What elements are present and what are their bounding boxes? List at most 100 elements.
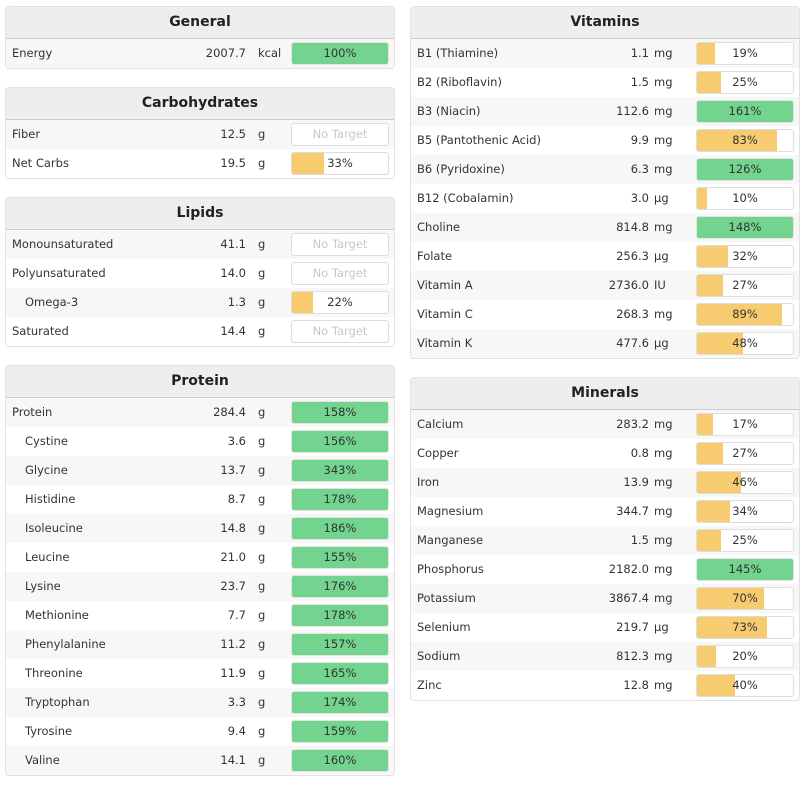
- nutrient-row[interactable]: Net Carbs 19.5 g 33%: [6, 149, 394, 178]
- nutrient-row[interactable]: Leucine 21.0 g 155%: [6, 543, 394, 572]
- progress-fill: [292, 518, 388, 539]
- nutrient-row[interactable]: Zinc 12.8 mg 40%: [411, 671, 799, 700]
- progress-fill: [697, 646, 717, 667]
- nutrient-amount: 41.1: [220, 237, 246, 251]
- nutrient-amount: 12.5: [220, 127, 246, 141]
- nutrient-name: Choline: [417, 220, 461, 234]
- panel-title: Lipids: [6, 198, 394, 230]
- nutrient-row[interactable]: Manganese 1.5 mg 25%: [411, 526, 799, 555]
- nutrient-row[interactable]: Monounsaturated 41.1 g No Target: [6, 230, 394, 259]
- nutrient-row[interactable]: B3 (Niacin) 112.6 mg 161%: [411, 97, 799, 126]
- progress-fill: [292, 547, 388, 568]
- nutrient-row[interactable]: Selenium 219.7 µg 73%: [411, 613, 799, 642]
- progress-percent: 83%: [732, 133, 758, 147]
- progress-fill: [697, 101, 793, 122]
- nutrient-row[interactable]: B6 (Pyridoxine) 6.3 mg 126%: [411, 155, 799, 184]
- nutrient-row[interactable]: Potassium 3867.4 mg 70%: [411, 584, 799, 613]
- nutrient-row[interactable]: Isoleucine 14.8 g 186%: [6, 514, 394, 543]
- nutrient-unit: mg: [654, 162, 673, 176]
- nutrient-row[interactable]: Copper 0.8 mg 27%: [411, 439, 799, 468]
- progress-fill: [697, 43, 716, 64]
- target-progress-bar: 100%: [291, 42, 389, 65]
- nutrient-row[interactable]: Sodium 812.3 mg 20%: [411, 642, 799, 671]
- progress-fill: [292, 721, 388, 742]
- progress-fill: [697, 159, 793, 180]
- progress-percent: 157%: [323, 637, 357, 651]
- nutrient-row[interactable]: Folate 256.3 µg 32%: [411, 242, 799, 271]
- nutrient-amount: 3867.4: [608, 591, 649, 605]
- panel-title: Protein: [6, 366, 394, 398]
- nutrient-row[interactable]: Vitamin A 2736.0 IU 27%: [411, 271, 799, 300]
- nutrient-row[interactable]: Vitamin C 268.3 mg 89%: [411, 300, 799, 329]
- progress-fill: [292, 292, 314, 313]
- nutrient-row[interactable]: Threonine 11.9 g 165%: [6, 659, 394, 688]
- nutrient-row[interactable]: Vitamin K 477.6 µg 48%: [411, 329, 799, 358]
- progress-fill: [292, 489, 388, 510]
- nutrient-row[interactable]: Fiber 12.5 g No Target: [6, 120, 394, 149]
- nutrient-row[interactable]: Methionine 7.7 g 178%: [6, 601, 394, 630]
- progress-fill: [292, 663, 388, 684]
- nutrient-name: Fiber: [12, 127, 41, 141]
- nutrient-row[interactable]: Omega-3 1.3 g 22%: [6, 288, 394, 317]
- nutrient-row[interactable]: Lysine 23.7 g 176%: [6, 572, 394, 601]
- nutrient-row[interactable]: Phenylalanine 11.2 g 157%: [6, 630, 394, 659]
- nutrient-row[interactable]: Phosphorus 2182.0 mg 145%: [411, 555, 799, 584]
- nutrient-name: Zinc: [417, 678, 442, 692]
- nutrient-row[interactable]: Polyunsaturated 14.0 g No Target: [6, 259, 394, 288]
- nutrient-unit: mg: [654, 649, 673, 663]
- nutrient-unit: mg: [654, 678, 673, 692]
- progress-fill: [697, 588, 765, 609]
- progress-percent: 156%: [323, 434, 357, 448]
- progress-fill: [292, 431, 388, 452]
- target-progress-bar: 19%: [696, 42, 794, 65]
- progress-percent: 126%: [728, 162, 762, 176]
- nutrient-row[interactable]: Tyrosine 9.4 g 159%: [6, 717, 394, 746]
- nutrient-amount: 8.7: [227, 492, 246, 506]
- nutrient-name: B1 (Thiamine): [417, 46, 499, 60]
- nutrient-row[interactable]: Tryptophan 3.3 g 174%: [6, 688, 394, 717]
- nutrient-name: Monounsaturated: [12, 237, 114, 251]
- nutrient-unit: g: [258, 666, 266, 680]
- nutrient-row[interactable]: Glycine 13.7 g 343%: [6, 456, 394, 485]
- nutrient-row[interactable]: B1 (Thiamine) 1.1 mg 19%: [411, 39, 799, 68]
- target-progress-bar: 343%: [291, 459, 389, 482]
- nutrient-row[interactable]: B12 (Cobalamin) 3.0 µg 10%: [411, 184, 799, 213]
- nutrient-unit: IU: [654, 278, 666, 292]
- nutrient-name: Isoleucine: [25, 521, 83, 535]
- nutrient-row[interactable]: Histidine 8.7 g 178%: [6, 485, 394, 514]
- target-progress-bar: 25%: [696, 529, 794, 552]
- nutrient-row[interactable]: Iron 13.9 mg 46%: [411, 468, 799, 497]
- progress-fill: [292, 460, 388, 481]
- progress-fill: [697, 333, 744, 354]
- progress-fill: [292, 43, 388, 64]
- general-panel: General Energy 2007.7 kcal 100%: [5, 6, 395, 69]
- nutrient-amount: 23.7: [220, 579, 246, 593]
- progress-percent: 178%: [323, 608, 357, 622]
- nutrient-row[interactable]: Protein 284.4 g 158%: [6, 398, 394, 427]
- progress-percent: 165%: [323, 666, 357, 680]
- progress-fill: [292, 576, 388, 597]
- nutrient-amount: 14.1: [220, 753, 246, 767]
- target-progress-bar: No Target: [291, 123, 389, 146]
- target-progress-bar: 148%: [696, 216, 794, 239]
- panel-body: Calcium 283.2 mg 17% Copper 0.8 mg 27% Iron 13.9 m…: [411, 410, 799, 700]
- nutrient-row[interactable]: B5 (Pantothenic Acid) 9.9 mg 83%: [411, 126, 799, 155]
- nutrient-amount: 11.9: [220, 666, 246, 680]
- nutrient-row[interactable]: Saturated 14.4 g No Target: [6, 317, 394, 346]
- progress-fill: [292, 402, 388, 423]
- target-progress-bar: 40%: [696, 674, 794, 697]
- progress-percent: 33%: [327, 156, 353, 170]
- nutrient-row[interactable]: Magnesium 344.7 mg 34%: [411, 497, 799, 526]
- target-progress-bar: 27%: [696, 274, 794, 297]
- nutrient-row[interactable]: Valine 14.1 g 160%: [6, 746, 394, 775]
- nutrient-row[interactable]: Choline 814.8 mg 148%: [411, 213, 799, 242]
- nutrient-amount: 344.7: [616, 504, 649, 518]
- nutrient-name: Tryptophan: [25, 695, 90, 709]
- carbohydrates-panel: Carbohydrates Fiber 12.5 g No Target Net Carb…: [5, 87, 395, 179]
- nutrient-name: Magnesium: [417, 504, 484, 518]
- nutrient-row[interactable]: Cystine 3.6 g 156%: [6, 427, 394, 456]
- nutrient-row[interactable]: B2 (Riboflavin) 1.5 mg 25%: [411, 68, 799, 97]
- nutrient-row[interactable]: Energy 2007.7 kcal 100%: [6, 39, 394, 68]
- nutrient-row[interactable]: Calcium 283.2 mg 17%: [411, 410, 799, 439]
- progress-percent: 343%: [323, 463, 357, 477]
